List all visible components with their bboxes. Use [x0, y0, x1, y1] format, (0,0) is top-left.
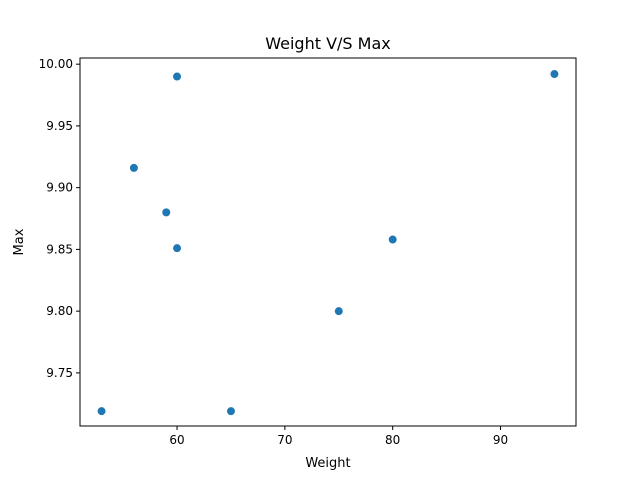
data-point — [550, 70, 559, 79]
plot-area: 60 70 80 90 9.75 9.80 9.85 9.90 9.95 10.00 — [39, 57, 559, 447]
y-tick-label: 9.85 — [46, 242, 73, 256]
data-point — [226, 407, 235, 416]
y-axis-label: Max — [12, 228, 27, 255]
y-tick-label: 9.80 — [46, 304, 73, 318]
data-point — [129, 163, 138, 172]
data-point — [334, 307, 343, 316]
data-point — [97, 407, 106, 416]
chart-title: Weight V/S Max — [265, 34, 390, 53]
data-point — [162, 208, 171, 217]
x-tick-label: 70 — [277, 433, 292, 447]
x-tick-label: 80 — [385, 433, 400, 447]
y-tick-label: 10.00 — [39, 57, 73, 71]
y-tick-label: 9.90 — [46, 181, 73, 195]
x-axis-label: Weight — [305, 456, 350, 471]
data-point — [388, 235, 397, 244]
y-tick-label: 9.95 — [46, 119, 73, 133]
axes-frame — [79, 57, 577, 427]
x-tick-label: 90 — [493, 433, 508, 447]
y-tick-label: 9.75 — [46, 366, 73, 380]
data-point — [173, 244, 182, 253]
x-tick-label: 60 — [169, 433, 184, 447]
data-point — [173, 72, 182, 81]
